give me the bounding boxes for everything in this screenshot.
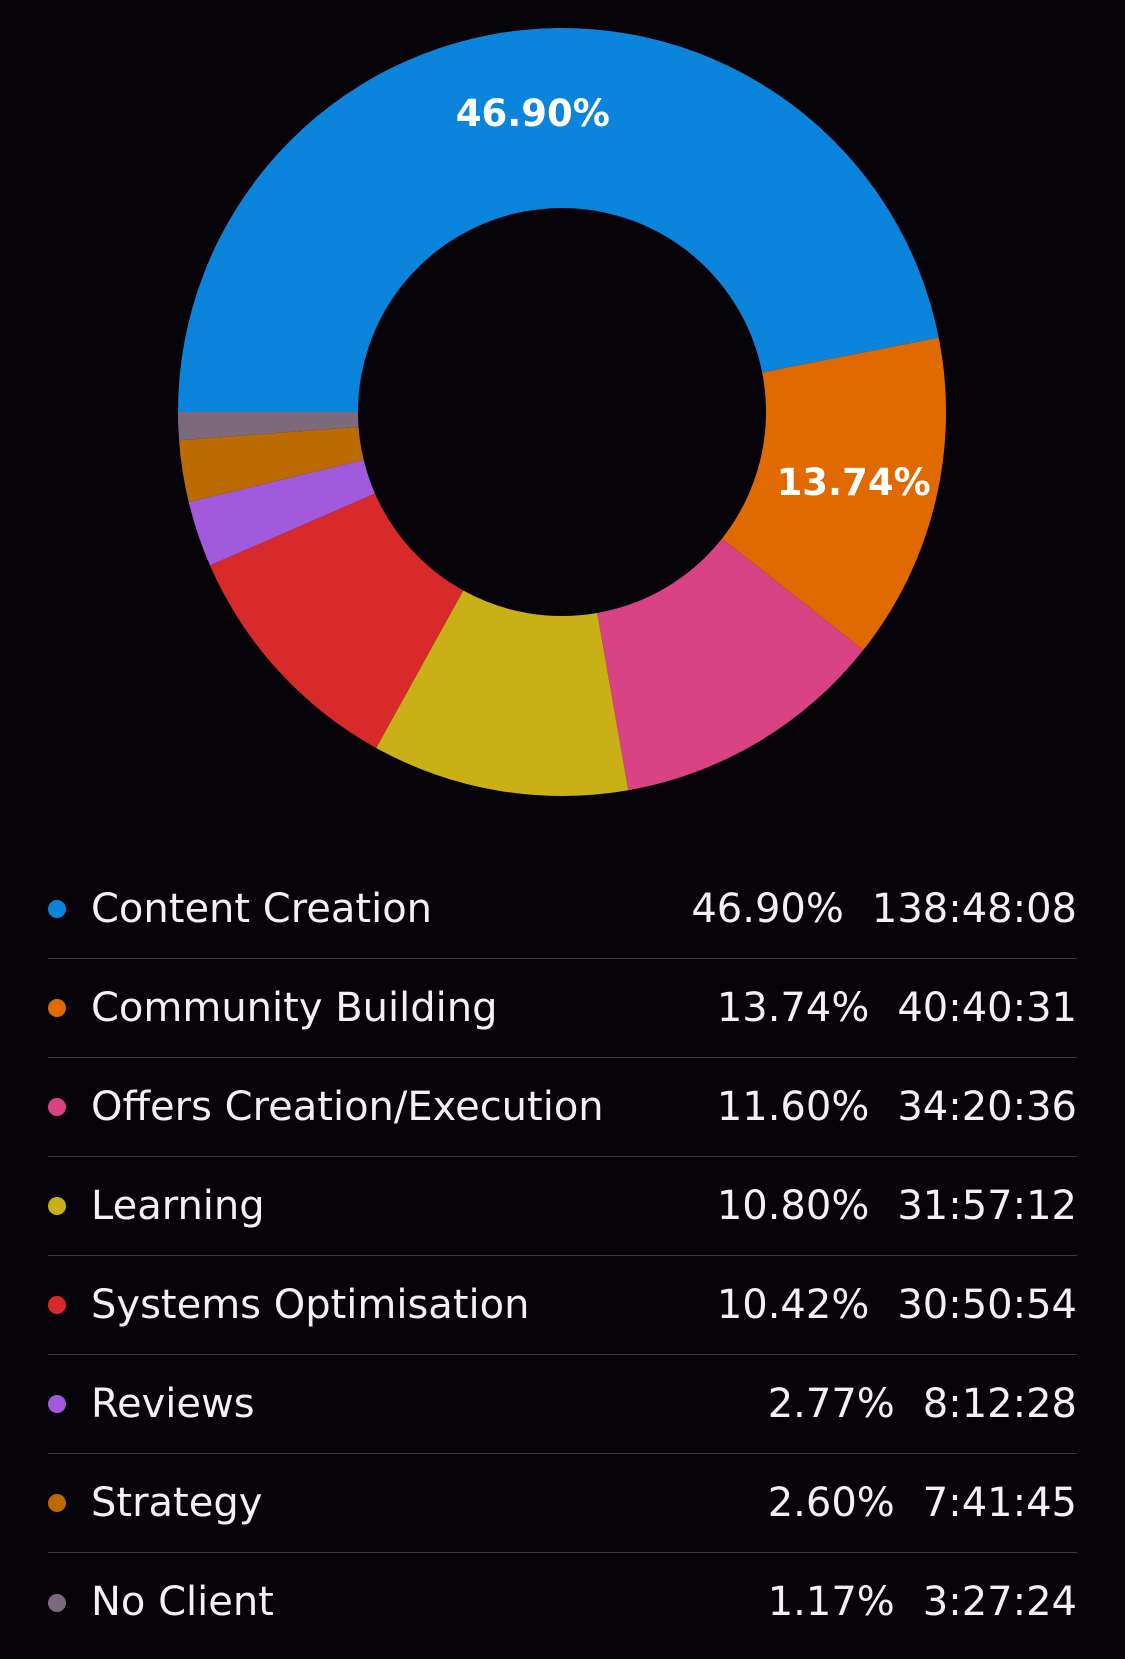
legend-category-name: Systems Optimisation [91,1282,530,1328]
legend-row[interactable]: Learning 10.80% 31:57:12 [48,1157,1077,1256]
legend-percent: 10.80% [716,1183,870,1229]
legend-duration: 8:12:28 [922,1381,1077,1427]
donut-slice-2 [722,337,946,651]
legend-row[interactable]: Strategy 2.60% 7:41:45 [48,1454,1077,1553]
legend-category-name: Community Building [91,985,498,1031]
slice-label-1: 46.90% [456,92,610,135]
legend-category-name: Strategy [91,1480,263,1526]
legend-duration: 138:48:08 [871,886,1077,932]
legend-row[interactable]: Reviews 2.77% 8:12:28 [48,1355,1077,1454]
donut-slice-5 [209,493,464,749]
donut-slice-4 [376,590,629,796]
legend-color-dot [48,1296,66,1314]
legend-values: 2.60% 7:41:45 [768,1454,1077,1553]
legend-percent: 13.74% [716,985,870,1031]
donut-chart: 46.90% 13.74% [178,27,946,796]
legend-row[interactable]: Offers Creation/Execution 11.60% 34:20:36 [48,1058,1077,1157]
legend-duration: 31:57:12 [897,1183,1077,1229]
donut-slice-1 [178,27,939,413]
legend-percent: 10.42% [716,1282,870,1328]
legend-row[interactable]: Community Building 13.74% 40:40:31 [48,959,1077,1058]
legend-category-name: Content Creation [91,886,433,932]
legend-percent: 2.77% [767,1381,895,1427]
legend-percent: 46.90% [691,886,844,932]
legend-color-dot [48,999,66,1017]
donut-slices [178,27,946,796]
legend-percent: 11.60% [716,1084,870,1130]
donut-slice-8 [178,412,359,441]
donut-slice-3 [597,538,864,791]
legend-values: 10.80% 31:57:12 [717,1157,1077,1256]
legend-values: 46.90% 138:48:08 [691,860,1077,959]
donut-slice-labels: 46.90% 13.74% [456,92,931,504]
legend-color-dot [48,1197,66,1215]
legend-values: 13.74% 40:40:31 [717,959,1077,1058]
legend-values: 2.77% 8:12:28 [768,1355,1077,1454]
legend-duration: 3:27:24 [922,1579,1077,1625]
legend-row[interactable]: No Client 1.17% 3:27:24 [48,1553,1077,1652]
legend-duration: 34:20:36 [897,1084,1077,1130]
legend-category-name: Learning [91,1183,265,1229]
legend-color-dot [48,1098,66,1116]
legend-category-name: Reviews [91,1381,255,1427]
legend-color-dot [48,1593,66,1612]
legend-duration: 30:50:54 [897,1282,1077,1328]
legend-duration: 40:40:31 [897,985,1077,1031]
legend-values: 11.60% 34:20:36 [717,1058,1077,1157]
donut-slice-6 [188,459,375,566]
legend-percent: 2.60% [767,1480,895,1526]
legend-percent: 1.17% [767,1579,895,1625]
legend-color-dot [48,1395,66,1413]
legend-duration: 7:41:45 [922,1480,1077,1526]
legend-color-dot [48,1494,66,1512]
legend-values: 1.17% 3:27:24 [768,1553,1077,1652]
legend-category-name: No Client [91,1579,274,1625]
legend-values: 10.42% 30:50:54 [717,1256,1077,1355]
donut-slice-7 [179,426,364,503]
legend-row[interactable]: Systems Optimisation 10.42% 30:50:54 [48,1256,1077,1355]
slice-label-2: 13.74% [777,461,931,504]
legend: Content Creation 46.90% 138:48:08 Community… [48,860,1077,1652]
legend-row[interactable]: Content Creation 46.90% 138:48:08 [48,860,1077,959]
legend-color-dot [48,900,66,918]
legend-category-name: Offers Creation/Execution [91,1084,604,1130]
